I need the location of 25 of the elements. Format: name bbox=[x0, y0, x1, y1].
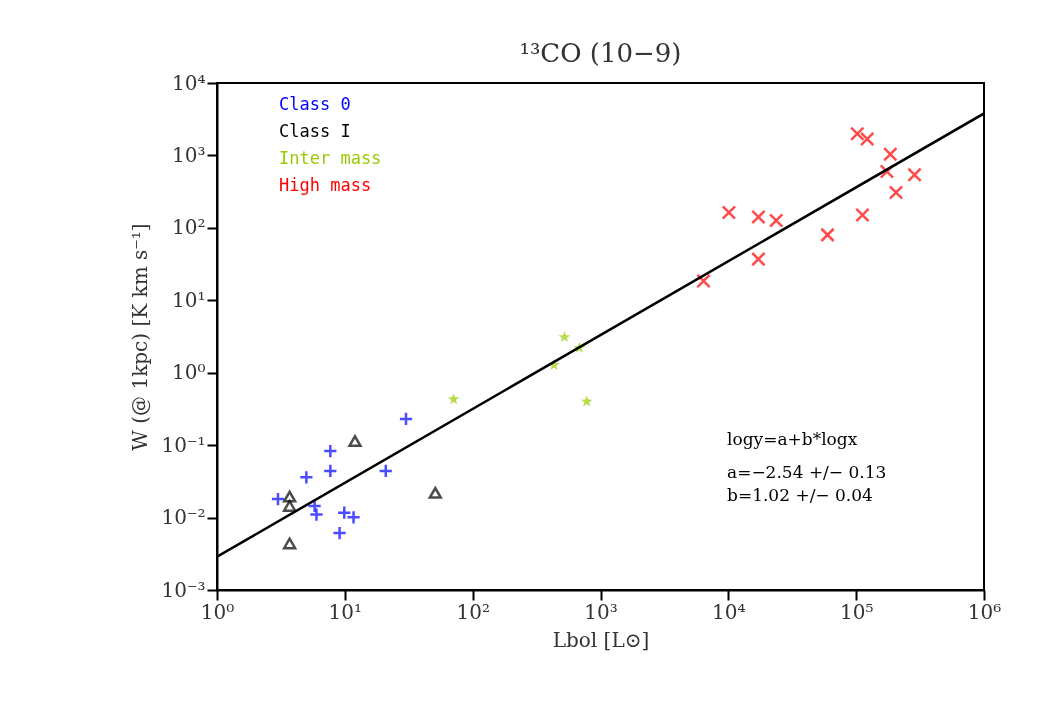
text: Inter mass bbox=[279, 148, 382, 168]
annotation: a=−2.54 +/− 0.13 bbox=[727, 462, 887, 482]
y-tick-label: 10⁻¹ bbox=[161, 432, 206, 457]
x-tick-label: 10⁰ bbox=[200, 599, 235, 624]
y-axis-title: W (@ 1kpc) [K km s⁻¹] bbox=[128, 223, 153, 451]
y-tick-label: 10¹ bbox=[172, 287, 206, 312]
x-tick-label: 10⁴ bbox=[712, 599, 746, 624]
y-tick-label: 10⁻² bbox=[161, 505, 206, 530]
text: High mass bbox=[279, 175, 372, 195]
x-tick-label: 10¹ bbox=[328, 599, 363, 624]
chart-title: ¹³CO (10−9) bbox=[519, 38, 682, 68]
y-tick-label: 10⁴ bbox=[172, 70, 206, 95]
x-axis-title: Lbol [L⊙] bbox=[552, 627, 650, 652]
text: Class 0 bbox=[279, 94, 351, 114]
annotation: logy=a+b*logx bbox=[727, 429, 858, 449]
x-tick-label: 10⁵ bbox=[839, 599, 874, 624]
y-tick-label: 10⁰ bbox=[172, 360, 206, 385]
annotation: b=1.02 +/− 0.04 bbox=[727, 485, 873, 505]
y-tick-label: 10³ bbox=[172, 142, 206, 167]
x-tick-label: 10³ bbox=[584, 599, 618, 624]
y-tick-label: 10² bbox=[172, 215, 206, 240]
text: Class I bbox=[279, 121, 351, 141]
y-tick-label: 10⁻³ bbox=[161, 577, 206, 602]
x-tick-label: 10⁶ bbox=[967, 599, 1002, 624]
x-tick-label: 10² bbox=[456, 599, 490, 624]
